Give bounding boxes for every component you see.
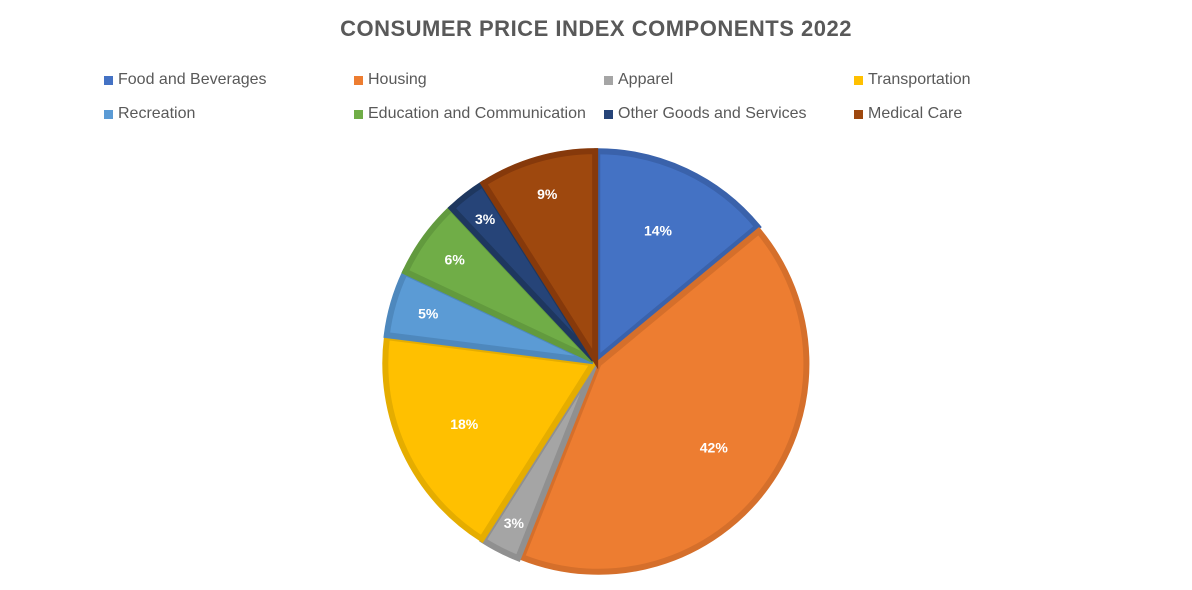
legend-item: Food and Beverages (104, 70, 354, 90)
data-label: 6% (445, 251, 466, 267)
legend-label: Recreation (118, 105, 196, 122)
legend-label: Other Goods and Services (618, 105, 807, 122)
legend-item: Education and Communication (354, 104, 604, 124)
legend-swatch (604, 75, 613, 85)
pie-slice (594, 148, 762, 366)
legend-swatch (854, 75, 863, 85)
legend-item: Other Goods and Services (604, 104, 854, 124)
data-label: 14% (644, 222, 673, 238)
legend-item: Medical Care (854, 104, 1104, 124)
legend-swatch (104, 109, 113, 119)
legend-label: Housing (368, 71, 427, 88)
legend-swatch (854, 109, 863, 119)
legend-label: Medical Care (868, 105, 963, 122)
legend-item: Apparel (604, 70, 854, 90)
legend-swatch (354, 109, 363, 119)
legend-label: Apparel (618, 71, 674, 88)
legend-item: Housing (354, 70, 604, 90)
legend-label: Education and Communication (368, 105, 586, 122)
legend: Food and Beverages Housing Apparel Transpor… (104, 70, 1114, 124)
legend-label: Transportation (868, 71, 971, 88)
legend-item: Recreation (104, 104, 354, 124)
legend-swatch (604, 109, 613, 119)
legend-swatch (354, 75, 363, 85)
chart-title: CONSUMER PRICE INDEX COMPONENTS 2022 (340, 16, 852, 41)
pie-slice (479, 148, 599, 370)
data-label: 3% (475, 211, 496, 227)
pie-slice (517, 226, 810, 575)
data-label: 3% (504, 515, 525, 531)
legend-label: Food and Beverages (118, 71, 267, 88)
pie-slice (382, 333, 599, 544)
data-label: 5% (418, 305, 439, 321)
data-label: 42% (700, 440, 729, 456)
legend-item: Transportation (854, 70, 1104, 90)
data-label: 9% (537, 186, 558, 202)
data-label: 18% (450, 416, 479, 432)
legend-swatch (104, 75, 113, 85)
